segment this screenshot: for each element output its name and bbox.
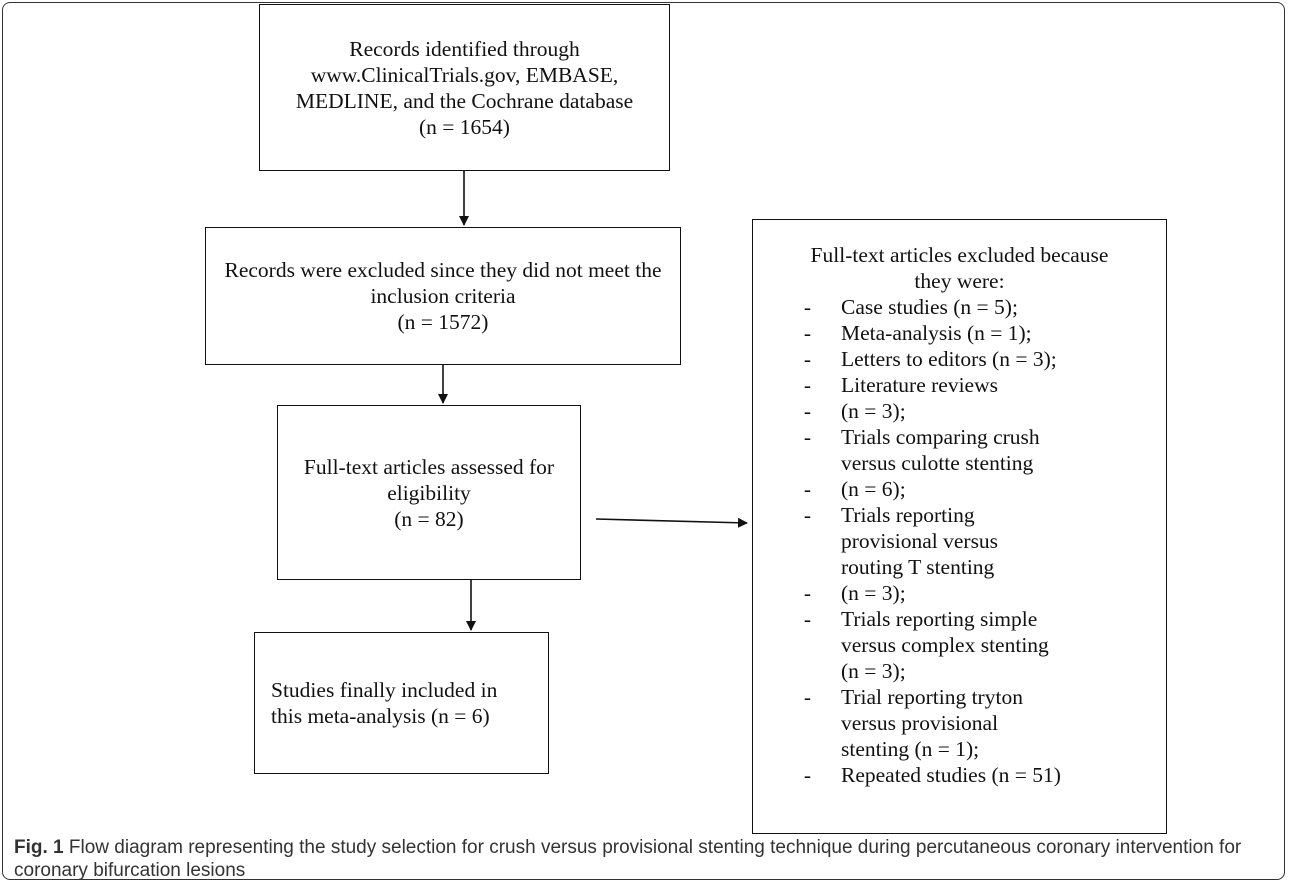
exclusion-reason-text: Letters to editors (n = 3); xyxy=(841,347,1057,371)
exclusion-reason-text: routing T stenting xyxy=(841,555,995,579)
exclusion-reason-text: versus culotte stenting xyxy=(841,451,1034,475)
dash-bullet xyxy=(753,554,841,580)
exclusion-reason-line: (n = 3); xyxy=(753,658,1166,684)
exclusion-reason-text: (n = 3); xyxy=(841,659,906,683)
exclusion-reason-line: - Meta-analysis (n = 1); xyxy=(753,320,1166,346)
dash-bullet: - xyxy=(803,321,811,345)
caption-text: Flow diagram representing the study sele… xyxy=(14,837,1242,881)
exclusion-reason-text: Trial reporting tryton xyxy=(841,685,1023,709)
exclusion-reason-line: - Trials reporting xyxy=(753,502,1166,528)
exclusion-reason-line: - Trials reporting simple xyxy=(753,606,1166,632)
dash-bullet: - xyxy=(803,685,811,709)
dash-bullet: - xyxy=(803,581,811,605)
dash-bullet xyxy=(753,450,841,476)
records-excluded-box: Records were excluded since they did not… xyxy=(205,227,681,365)
exclusion-reason-text: Case studies (n = 5); xyxy=(841,295,1018,319)
exclusion-reason-line: - Case studies (n = 5); xyxy=(753,294,1166,320)
dash-bullet: - xyxy=(803,347,811,371)
exclusion-reason-line: - Trials comparing crush xyxy=(753,424,1166,450)
dash-bullet xyxy=(753,710,841,736)
full-text-assessed-box: Full-text articles assessed for eligibil… xyxy=(277,405,581,580)
box-line: (n = 1654) xyxy=(419,114,510,139)
dash-bullet: - xyxy=(803,373,811,397)
box-line: this meta-analysis (n = 6) xyxy=(271,704,490,728)
dash-bullet xyxy=(753,658,841,684)
box-line: inclusion criteria xyxy=(370,284,516,308)
exclusion-reason-line: versus provisional xyxy=(753,710,1166,736)
box-line: Records were excluded since they did not… xyxy=(224,258,662,282)
box-line: (n = 82) xyxy=(394,506,464,531)
dash-bullet xyxy=(753,632,841,658)
dash-bullet: - xyxy=(803,477,811,501)
box-line: www.ClinicalTrials.gov, EMBASE, xyxy=(310,62,619,87)
dash-bullet xyxy=(753,736,841,762)
dash-bullet: - xyxy=(803,425,811,449)
studies-included-box: Studies finally included in this meta-an… xyxy=(254,632,549,774)
box-line: Records identified through xyxy=(349,36,580,61)
dash-bullet: - xyxy=(803,503,811,527)
exclusion-reason-text: Trials reporting simple xyxy=(841,607,1038,631)
dash-bullet: - xyxy=(803,399,811,423)
exclusion-reason-line: routing T stenting xyxy=(753,554,1166,580)
box-line: (n = 1572) xyxy=(397,310,489,334)
exclusion-reason-text: (n = 3); xyxy=(841,581,906,605)
exclusion-reason-line: versus culotte stenting xyxy=(753,450,1166,476)
dash-bullet: - xyxy=(803,763,811,787)
reasons-heading-line: Full-text articles excluded because xyxy=(810,243,1109,267)
exclusion-reason-text: stenting (n = 1); xyxy=(841,737,980,761)
dash-bullet: - xyxy=(803,607,811,631)
exclusion-reason-line: - Letters to editors (n = 3); xyxy=(753,346,1166,372)
exclusion-reason-line: - (n = 3); xyxy=(753,398,1166,424)
exclusion-reason-text: versus provisional xyxy=(841,711,999,735)
reasons-heading-line: they were: xyxy=(914,269,1005,293)
box-line: MEDLINE, and the Cochrane database xyxy=(295,88,634,113)
box-line: Studies finally included in xyxy=(271,678,498,702)
dash-bullet: - xyxy=(803,295,811,319)
exclusion-reason-text: provisional versus xyxy=(841,529,999,553)
exclusion-reason-text: (n = 6); xyxy=(841,477,906,501)
exclusion-reason-text: Trials reporting xyxy=(841,503,975,527)
exclusion-reason-text: (n = 3); xyxy=(841,399,906,423)
exclusion-reason-line: - Repeated studies (n = 51) xyxy=(753,762,1166,788)
box-line: Full-text articles assessed for xyxy=(303,454,555,479)
exclusion-reason-text: versus complex stenting xyxy=(841,633,1049,657)
caption-label: Fig. 1 xyxy=(14,837,64,858)
exclusion-reason-text: Meta-analysis (n = 1); xyxy=(841,321,1032,345)
exclusion-reason-line: - (n = 6); xyxy=(753,476,1166,502)
records-identified-box: Records identified through www.ClinicalT… xyxy=(259,4,670,171)
exclusion-reason-line: - Literature reviews xyxy=(753,372,1166,398)
exclusion-reason-line: - Trial reporting tryton xyxy=(753,684,1166,710)
figure-caption: Fig. 1 Flow diagram representing the stu… xyxy=(14,836,1276,882)
exclusion-reason-text: Repeated studies (n = 51) xyxy=(841,763,1061,787)
exclusion-reason-text: Trials comparing crush xyxy=(841,425,1040,449)
exclusion-reason-text: Literature reviews xyxy=(841,373,998,397)
exclusion-reasons-list: - Case studies (n = 5); - Meta-analysis (n … xyxy=(753,294,1166,788)
exclusion-reason-line: provisional versus xyxy=(753,528,1166,554)
exclusion-reason-line: stenting (n = 1); xyxy=(753,736,1166,762)
dash-bullet xyxy=(753,528,841,554)
exclusion-reasons-box: Full-text articles excluded because they… xyxy=(752,219,1167,834)
exclusion-reason-line: versus complex stenting xyxy=(753,632,1166,658)
box-line: eligibility xyxy=(387,480,471,505)
exclusion-reason-line: - (n = 3); xyxy=(753,580,1166,606)
